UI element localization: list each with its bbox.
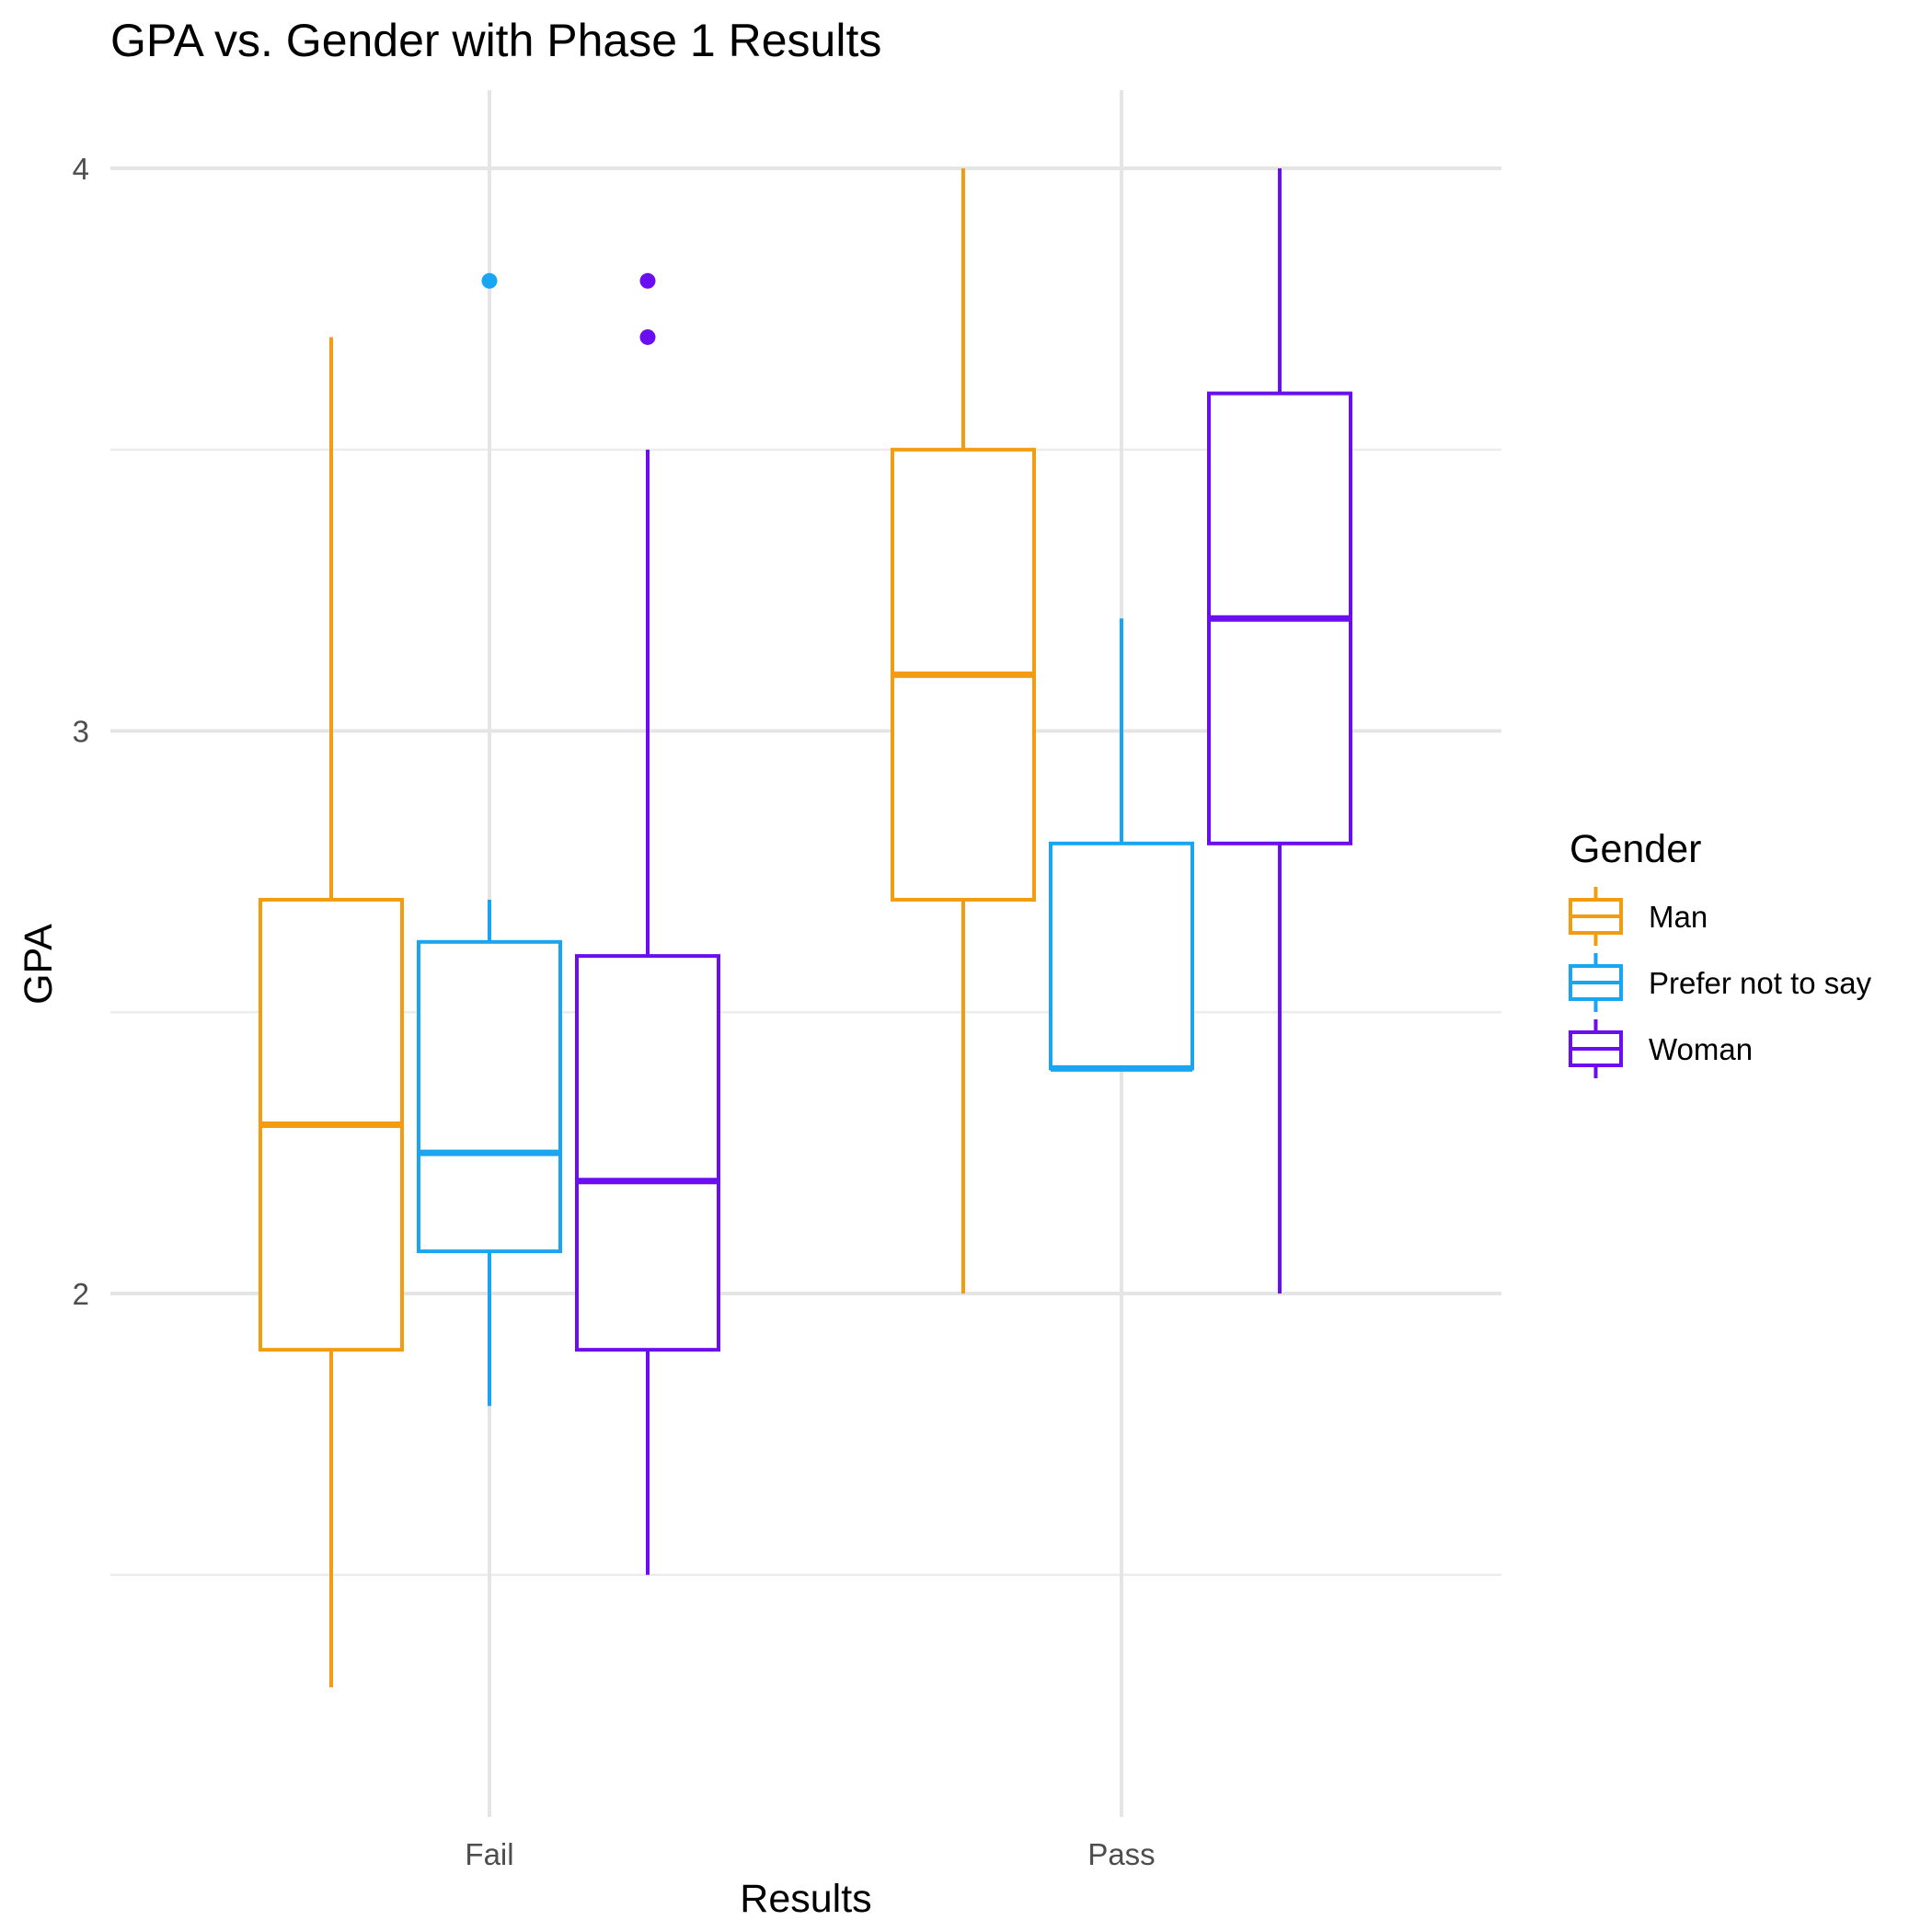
legend-label: Man (1649, 900, 1708, 934)
outlier-point (639, 272, 656, 289)
box-iqr (575, 954, 720, 1352)
chart-title: GPA vs. Gender with Phase 1 Results (110, 15, 881, 66)
legend-item-man: Man (1569, 887, 1708, 946)
x-tick-label: Fail (465, 1837, 513, 1871)
legend-label: Woman (1649, 1032, 1753, 1066)
y-axis-title: GPA (17, 924, 61, 1005)
y-tick-label: 3 (73, 715, 89, 749)
plot-area: 2 3 4 Fail Pass (73, 90, 1501, 1871)
box-woman-pass (1207, 168, 1352, 1294)
box-prefer-not-to-say-fail (417, 272, 562, 1407)
box-iqr (1049, 841, 1194, 1071)
box-iqr (417, 939, 562, 1254)
outlier-point (639, 328, 656, 345)
y-tick-label: 2 (73, 1277, 89, 1311)
x-axis-title: Results (740, 1877, 871, 1921)
x-tick-label: Pass (1087, 1837, 1155, 1871)
outlier-point (481, 272, 498, 289)
legend-title: Gender (1570, 827, 1701, 871)
box-woman-fail (575, 272, 720, 1575)
legend-item-prefer-not-to-say: Prefer not to say (1569, 953, 1872, 1012)
y-tick-label: 4 (73, 152, 89, 186)
box-prefer-not-to-say-pass (1049, 618, 1194, 1072)
box-man-pass (891, 168, 1036, 1294)
legend: Gender Man Prefer not to say Woman (1569, 827, 1872, 1078)
legend-label: Prefer not to say (1649, 966, 1872, 1000)
box-man-fail (259, 337, 404, 1688)
legend-item-woman: Woman (1569, 1019, 1753, 1078)
